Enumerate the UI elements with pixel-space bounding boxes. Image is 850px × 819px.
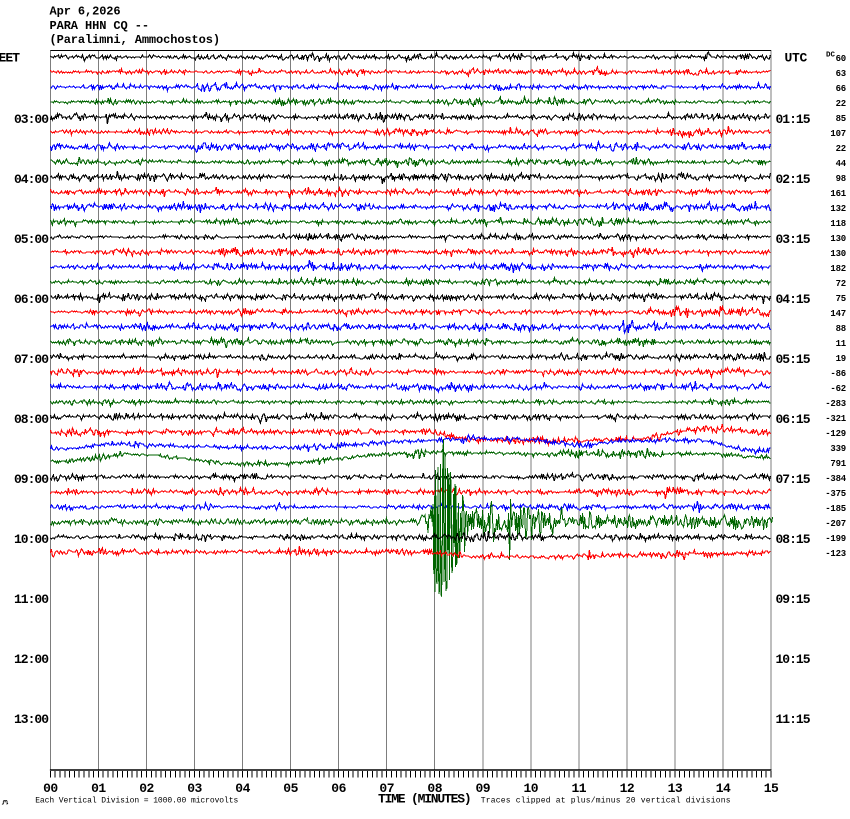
svg-text:11:15: 11:15 (776, 712, 811, 727)
svg-text:06:00: 06:00 (14, 292, 49, 307)
svg-text:05:00: 05:00 (14, 232, 49, 247)
svg-text:-129: -129 (825, 429, 846, 439)
svg-text:09:15: 09:15 (776, 592, 811, 607)
svg-text:-375: -375 (825, 489, 846, 499)
svg-text:05: 05 (283, 781, 298, 796)
svg-text:11: 11 (571, 781, 586, 796)
svg-text:-207: -207 (825, 519, 846, 529)
svg-text:04:15: 04:15 (776, 292, 811, 307)
svg-text:11:00: 11:00 (14, 592, 49, 607)
svg-text:11: 11 (836, 339, 847, 349)
svg-text:07: 07 (379, 781, 394, 796)
svg-text:-123: -123 (825, 549, 846, 559)
svg-text:118: 118 (830, 219, 846, 229)
svg-text:Traces clipped at plus/minus 2: Traces clipped at plus/minus 20 vertical… (481, 797, 731, 806)
svg-text:44: 44 (836, 159, 847, 169)
svg-text:-283: -283 (825, 399, 846, 409)
svg-text:Each Vertical Division = 1000.: Each Vertical Division = 1000.00 microvo… (35, 797, 238, 806)
svg-text:TIME (MINUTES): TIME (MINUTES) (378, 792, 470, 807)
svg-text:Apr 6,2026: Apr 6,2026 (50, 5, 121, 19)
svg-text:05:15: 05:15 (776, 352, 811, 367)
svg-text:791: 791 (830, 459, 846, 469)
svg-text:-185: -185 (825, 504, 846, 514)
svg-text:22: 22 (836, 99, 846, 109)
svg-text:147: 147 (830, 309, 846, 319)
svg-text:10:15: 10:15 (776, 652, 811, 667)
svg-text:01:15: 01:15 (776, 112, 811, 127)
svg-text:130: 130 (830, 234, 846, 244)
svg-text:03: 03 (187, 781, 202, 796)
svg-text:07:15: 07:15 (776, 472, 811, 487)
svg-text:98: 98 (836, 174, 846, 184)
svg-text:182: 182 (830, 264, 846, 274)
svg-text:DC: DC (826, 51, 836, 59)
svg-text:72: 72 (836, 279, 846, 289)
svg-text:-384: -384 (825, 474, 847, 484)
svg-text:22: 22 (836, 144, 846, 154)
svg-text:04: 04 (235, 781, 250, 796)
svg-text:06:15: 06:15 (776, 412, 811, 427)
svg-text:85: 85 (836, 114, 846, 124)
svg-text:(Paralimni, Ammochostos): (Paralimni, Ammochostos) (50, 33, 220, 47)
svg-text:08: 08 (427, 781, 442, 796)
svg-text:PARA HHN CQ --: PARA HHN CQ -- (50, 19, 149, 33)
svg-text:10: 10 (523, 781, 538, 796)
svg-text:12: 12 (620, 781, 635, 796)
svg-text:15: 15 (764, 781, 779, 796)
svg-text:02: 02 (139, 781, 154, 796)
svg-text:08:00: 08:00 (14, 412, 49, 427)
svg-text:14: 14 (716, 781, 731, 796)
svg-text:339: 339 (830, 444, 846, 454)
svg-text:10:00: 10:00 (14, 532, 49, 547)
svg-text:60: 60 (836, 54, 846, 64)
svg-text:19: 19 (836, 354, 846, 364)
svg-text:63: 63 (836, 69, 846, 79)
svg-text:-86: -86 (830, 369, 846, 379)
svg-text:-199: -199 (825, 534, 846, 544)
svg-text:01: 01 (91, 781, 106, 796)
svg-text:UTC: UTC (785, 50, 808, 65)
svg-text:13: 13 (668, 781, 683, 796)
svg-text:12:00: 12:00 (14, 652, 49, 667)
svg-text:03:15: 03:15 (776, 232, 811, 247)
svg-text:-321: -321 (825, 414, 847, 424)
svg-text:03:00: 03:00 (14, 112, 49, 127)
svg-text:09:00: 09:00 (14, 472, 49, 487)
svg-text:06: 06 (331, 781, 346, 796)
svg-text:130: 130 (830, 249, 846, 259)
svg-text:132: 132 (830, 204, 846, 214)
svg-text:09: 09 (475, 781, 490, 796)
svg-text:04:00: 04:00 (14, 172, 49, 187)
svg-text:08:15: 08:15 (776, 532, 811, 547)
svg-text:13:00: 13:00 (14, 712, 49, 727)
svg-text:161: 161 (830, 189, 846, 199)
svg-text:-62: -62 (830, 384, 846, 394)
svg-text:EET: EET (0, 50, 20, 65)
svg-text:02:15: 02:15 (776, 172, 811, 187)
svg-text:88: 88 (836, 324, 846, 334)
svg-text:00: 00 (43, 781, 58, 796)
svg-text:07:00: 07:00 (14, 352, 49, 367)
svg-text:66: 66 (836, 84, 846, 94)
svg-text:75: 75 (836, 294, 846, 304)
svg-text:107: 107 (830, 129, 846, 139)
